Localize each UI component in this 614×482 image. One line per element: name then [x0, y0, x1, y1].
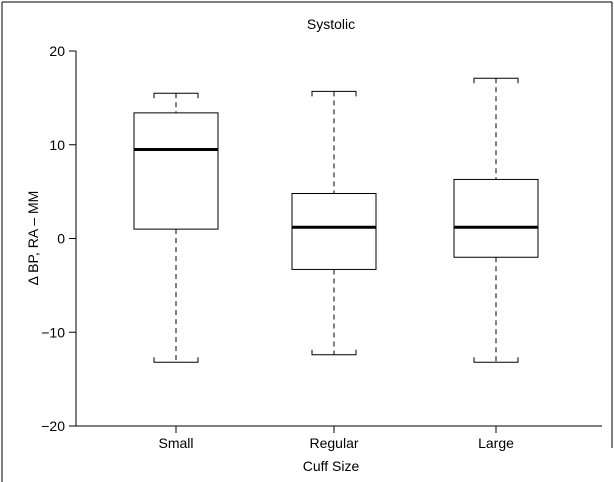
lower-whisker-cap: [311, 349, 357, 356]
chart-title: Systolic: [307, 16, 355, 32]
y-tick-label: 20: [49, 43, 65, 59]
box-small: [133, 92, 219, 363]
iqr-box: [291, 193, 377, 270]
x-tick-label: Regular: [309, 435, 358, 451]
y-tick-label: −10: [41, 324, 65, 340]
y-tick-label: 10: [49, 137, 65, 153]
iqr-box: [133, 112, 219, 230]
x-tick-label: Small: [158, 435, 193, 451]
lower-whisker-cap: [473, 357, 519, 363]
y-axis-label: Δ BP, RA – MM: [25, 191, 41, 286]
box-regular: [291, 90, 377, 356]
iqr-box: [453, 178, 539, 258]
x-axis-label: Cuff Size: [303, 458, 360, 474]
x-tick-label: Large: [478, 435, 514, 451]
y-tick-label: 0: [57, 231, 65, 247]
lower-whisker-cap: [153, 357, 199, 363]
upper-whisker-cap: [473, 77, 519, 84]
box-large: [453, 77, 539, 363]
y-tick-label: −20: [41, 418, 65, 434]
x-ticks: Small Regular Large: [158, 426, 514, 451]
upper-whisker-cap: [311, 90, 357, 97]
upper-whisker-cap: [153, 92, 199, 99]
y-ticks: 20 10 0 −10 −20: [41, 43, 76, 434]
boxes: [133, 77, 539, 363]
